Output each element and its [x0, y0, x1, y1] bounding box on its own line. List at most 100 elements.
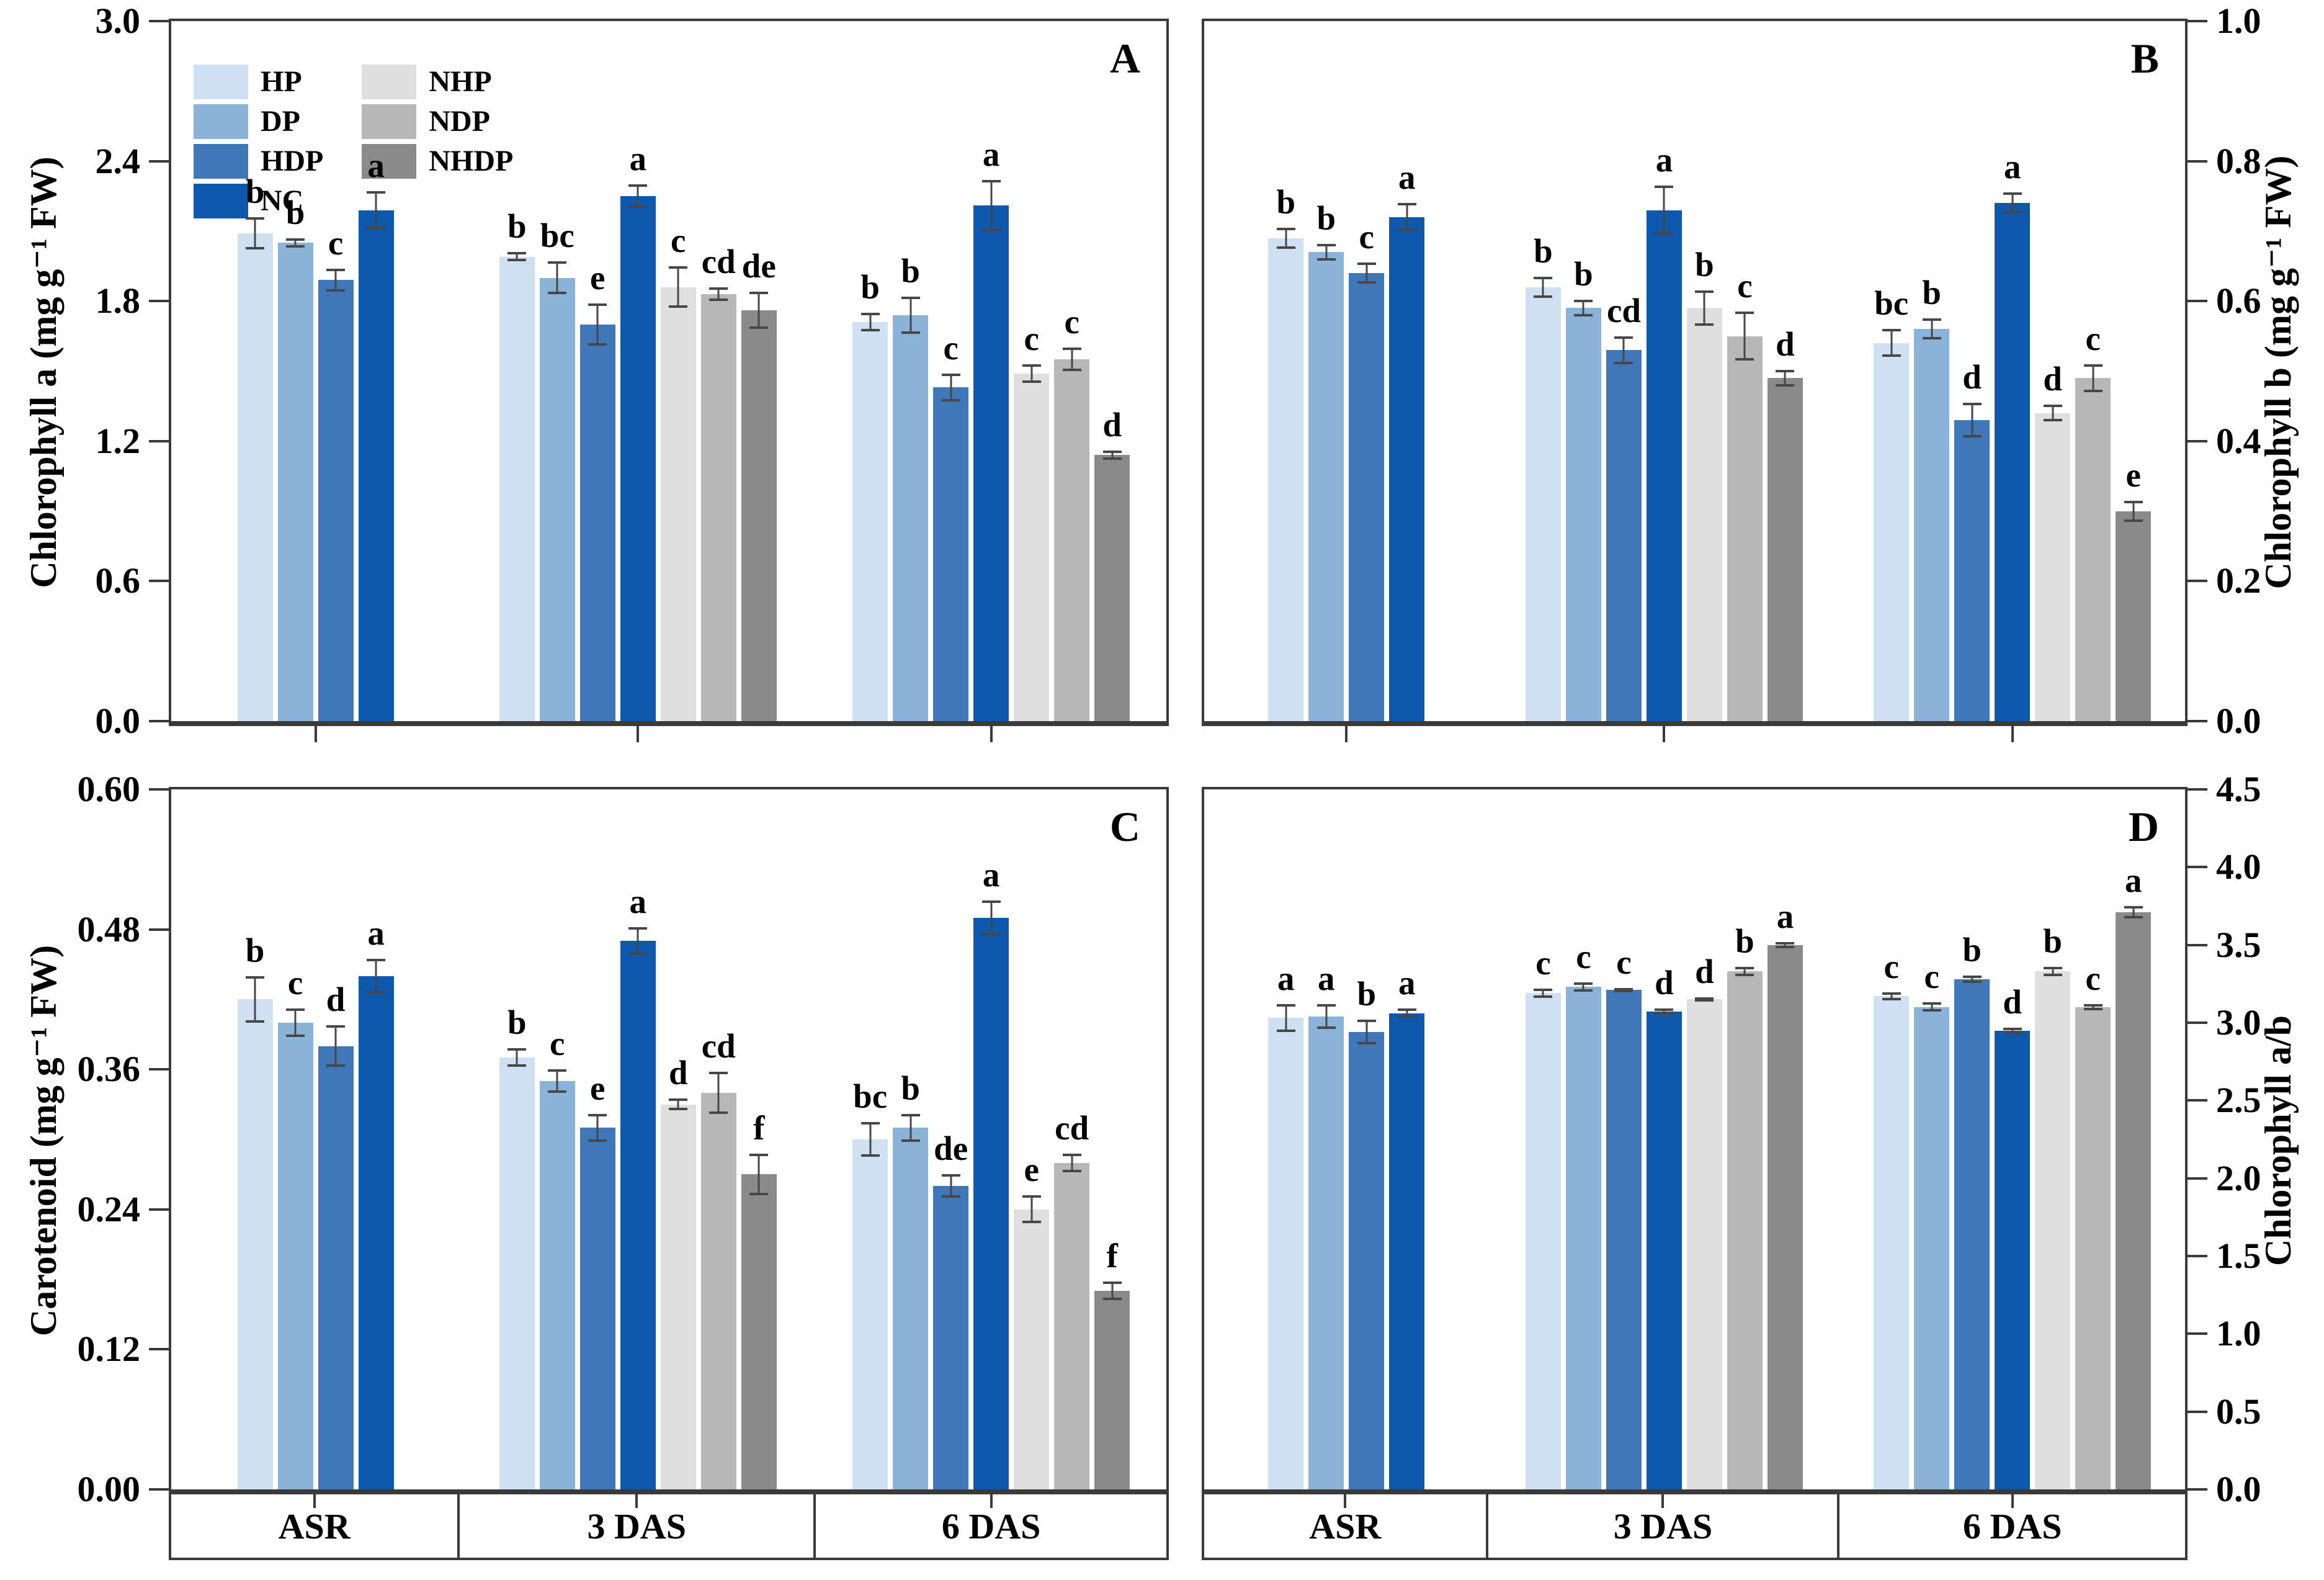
legend-label: NC: [261, 184, 304, 217]
error-line: [1071, 1153, 1073, 1172]
error-bar: [2083, 1003, 2103, 1010]
error-line: [869, 1121, 872, 1157]
sig-letter: cd: [701, 242, 736, 281]
error-line: [2132, 500, 2135, 522]
error-line: [909, 1113, 912, 1142]
sig-letter: e: [2125, 456, 2141, 494]
group-6 DAS: ccbdbca: [1839, 789, 2185, 1489]
legend: HP DP HDP NC NHP NDP NHDP: [194, 65, 513, 218]
group-3 DAS: b c e a d cd f: [460, 789, 816, 1489]
error-line: [758, 292, 760, 330]
panel-chlorophyll-ab-ratio: D 4.5 4.0 3.5 3.0 2.5 2.0 1.5 1.0 0.5 0.0 a a b a c c c d…: [1202, 771, 2261, 1507]
bar-NDP: cd: [700, 245, 736, 721]
bar-HP: b: [237, 933, 273, 1489]
error-line: [1542, 988, 1544, 998]
error-line: [990, 900, 993, 936]
bar-HP: bc: [1874, 286, 1910, 721]
error-line: [556, 261, 558, 294]
error-line: [1325, 243, 1328, 261]
bar-HP: b: [237, 174, 273, 721]
bar-DP: b: [277, 195, 313, 721]
sig-letter: b: [1276, 182, 1296, 221]
sig-letter: a: [1277, 959, 1295, 997]
error-bar: [709, 1071, 728, 1114]
legend-item-DP: DP: [194, 104, 323, 139]
y-tick: [2188, 720, 2207, 722]
error-bar: [1574, 982, 1593, 992]
error-bar: [901, 1113, 920, 1142]
y-tick-label: 0.00: [77, 1469, 141, 1509]
error-bar: [1102, 1282, 1122, 1301]
sig-letter: cd: [1055, 1108, 1089, 1147]
category-cell-ASR: ASR: [1204, 1494, 1489, 1558]
y-tick: [2188, 1410, 2207, 1413]
error-line: [1703, 997, 1705, 1002]
error-line: [556, 1069, 558, 1093]
error-bar: [628, 184, 648, 208]
error-bar: [1735, 966, 1754, 976]
error-bar: [1574, 299, 1593, 317]
y-tick-label: 4.5: [2216, 769, 2261, 809]
bar-NHP: c: [660, 223, 696, 721]
bar-HDP: b: [1349, 977, 1385, 1489]
error-line: [1931, 1002, 1933, 1012]
error-line: [1582, 299, 1584, 317]
y-tick-label: 3.0: [2216, 1002, 2261, 1043]
bar-NDP: c: [2075, 321, 2111, 721]
sig-letter: b: [245, 172, 265, 210]
error-bar: [2003, 192, 2022, 214]
category-cell-6 DAS: 6 DAS: [1839, 1494, 2185, 1558]
error-line: [1582, 982, 1584, 992]
group-label: 6 DAS: [1962, 1506, 2062, 1546]
y-tick: [149, 439, 169, 442]
y-tick: [2188, 788, 2207, 791]
category-cell-3 DAS: 3 DAS: [1488, 1494, 1840, 1558]
y-tick: [149, 1068, 169, 1071]
legend-swatch-NHP: [362, 65, 417, 99]
error-bar: [246, 217, 265, 250]
error-bar: [1962, 402, 1982, 438]
y-tick-label: 0.0: [95, 701, 141, 741]
error-bar: [1614, 336, 1634, 364]
sig-letter: c: [671, 221, 686, 259]
legend-swatch-NDP: [362, 104, 417, 139]
x-tick: [313, 1494, 316, 1508]
bar-HP: b: [499, 209, 535, 721]
bar-HDP: b: [1954, 933, 1990, 1489]
sig-letter: c: [943, 328, 959, 367]
bar-NDP: c: [1727, 269, 1763, 721]
error-bar: [1655, 186, 1674, 235]
error-bar: [1276, 1003, 1295, 1033]
error-line: [2092, 1003, 2094, 1010]
error-line: [1663, 186, 1665, 235]
sig-letter: a: [629, 882, 647, 920]
sig-letter: b: [901, 1069, 920, 1107]
sig-letter: b: [1962, 930, 1982, 969]
x-tick: [1345, 726, 1348, 742]
legend-swatch-NC: [194, 184, 248, 218]
error-line: [1111, 450, 1114, 460]
legend-swatch-DP: [194, 104, 248, 139]
y-tick: [2188, 943, 2207, 946]
bar-NC: a: [1389, 160, 1425, 721]
bar-HP: c: [1874, 949, 1910, 1489]
error-line: [375, 191, 377, 229]
y-tick: [149, 720, 169, 722]
error-bar: [1397, 1008, 1416, 1018]
bar-NC: d: [1646, 966, 1682, 1489]
panel-letter-a: A: [1109, 35, 1140, 82]
sig-letter: b: [1735, 922, 1754, 960]
error-bar: [749, 1153, 769, 1196]
bar-DP: c: [277, 966, 313, 1489]
legend-label: NHDP: [429, 145, 514, 177]
error-line: [1365, 1020, 1368, 1045]
bar-DP: b: [893, 254, 929, 721]
plot-area: b b c a b bc e a c cd de b b c a c c d: [171, 21, 1166, 721]
panel-letter-c: C: [1109, 803, 1140, 850]
error-bar: [507, 1048, 527, 1067]
y-tick: [149, 1348, 169, 1351]
sig-letter: a: [629, 140, 647, 178]
y-tick-label: 3.5: [2216, 924, 2261, 965]
error-line: [2011, 192, 2014, 214]
error-bar: [860, 313, 880, 332]
